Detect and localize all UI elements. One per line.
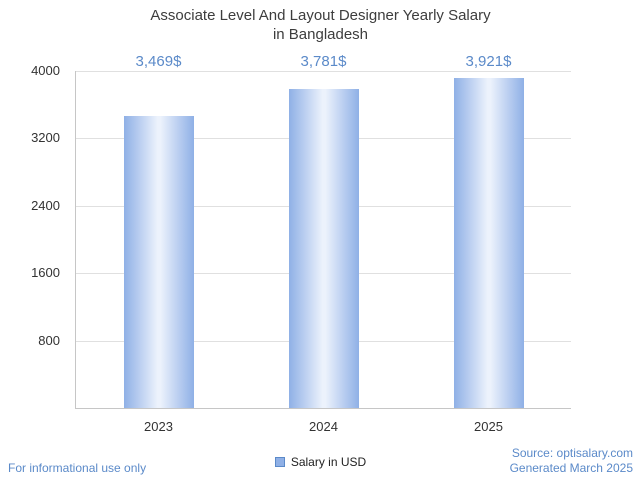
source-text: Source: optisalary.com [511, 446, 633, 460]
gridline [76, 71, 571, 72]
x-axis-label: 2025 [474, 419, 503, 434]
y-tick-label: 3200 [31, 130, 60, 146]
bar-value-label: 3,781$ [300, 53, 347, 70]
chart-title: Associate Level And Layout Designer Year… [71, 7, 571, 45]
y-tick-label: 4000 [31, 63, 60, 78]
generated-text: Generated March 2025 [509, 461, 633, 475]
x-axis-label: 2023 [144, 419, 173, 434]
legend-label: Salary in USD [290, 455, 367, 469]
footer-source: Source: optisalary.com Generated March 2… [510, 446, 633, 476]
disclaimer-text: For informational use only [8, 461, 147, 475]
bar-column-2023: 3,469$ 2023 [76, 53, 241, 434]
bar-2025 [453, 77, 524, 408]
legend: Salary in USD [0, 455, 641, 469]
bar-value-label: 3,921$ [465, 53, 512, 70]
chart-title-line1: Associate Level And Layout Designer Year… [150, 7, 491, 24]
bar-column-2024: 3,781$ 2024 [241, 53, 406, 434]
y-tick-label: 1600 [31, 265, 60, 281]
bar-value-label: 3,469$ [135, 53, 182, 70]
x-axis-label: 2024 [309, 419, 338, 434]
y-axis: 800 1600 2400 3200 4000 [0, 63, 66, 408]
bar-column-2025: 3,921$ 2025 [406, 53, 571, 434]
chart-title-line2: in Bangladesh [272, 25, 369, 43]
legend-swatch [274, 457, 285, 467]
y-tick-label: 800 [38, 332, 60, 348]
bar-2023 [123, 115, 194, 408]
y-tick-label: 2400 [31, 197, 60, 213]
bar-2024 [288, 89, 359, 408]
plot-area: 3,469$ 2023 3,781$ 2024 3,921$ 2025 [75, 53, 571, 434]
